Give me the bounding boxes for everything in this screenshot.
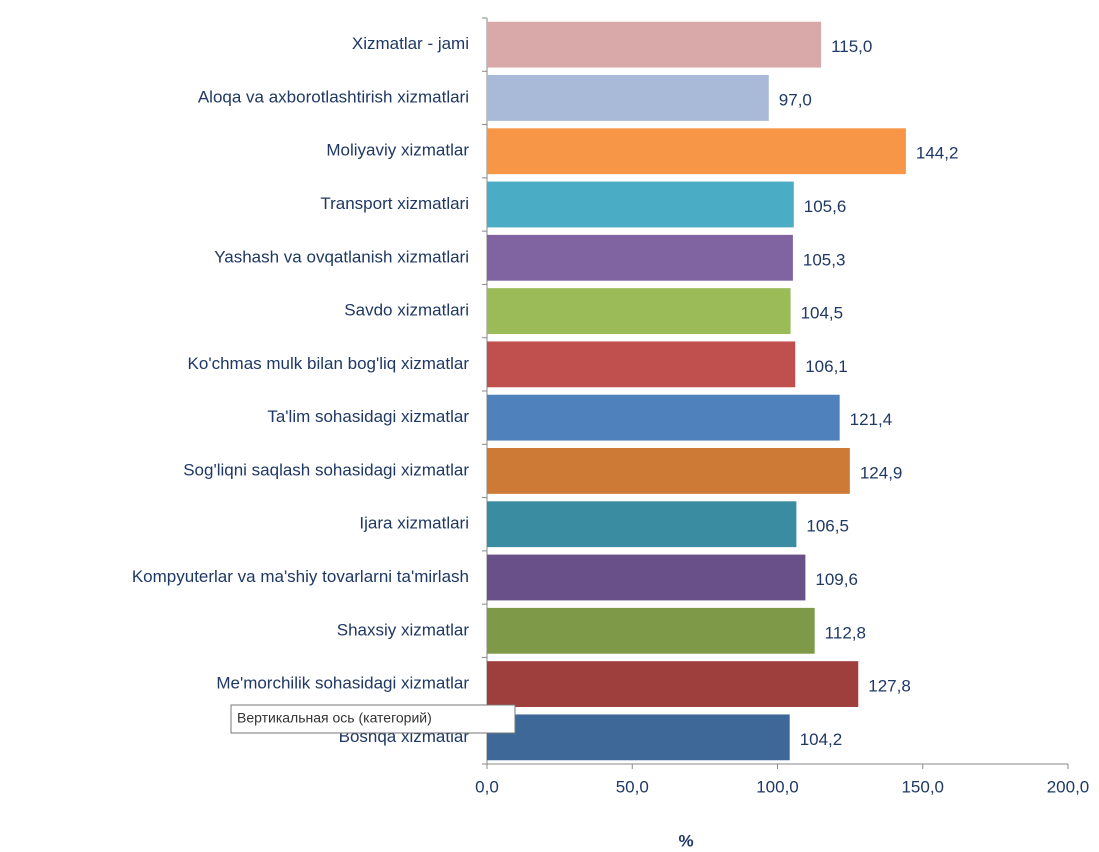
- bar: [487, 554, 806, 601]
- value-label: 109,6: [815, 570, 858, 589]
- value-label: 104,2: [800, 730, 843, 749]
- x-tick-label: 0,0: [475, 777, 499, 796]
- y-tick-label: Transport xizmatlari: [320, 194, 469, 213]
- value-label: 105,6: [804, 197, 847, 216]
- y-tick-label: Aloqa va axborotlashtirish xizmatlari: [198, 87, 469, 106]
- bar: [487, 661, 859, 707]
- x-axis-label: %: [678, 831, 693, 850]
- tooltip-box: [230, 704, 516, 734]
- y-tick-label: Me'morchilik sohasidagi xizmatlar: [216, 674, 469, 693]
- y-tick-label: Yashash va ovqatlanish xizmatlari: [214, 247, 469, 266]
- value-label: 106,1: [805, 357, 848, 376]
- bar: [487, 394, 840, 441]
- value-label: 104,5: [801, 304, 844, 323]
- bar: [487, 234, 793, 281]
- y-tick-label: Ta'lim sohasidagi xizmatlar: [267, 407, 469, 426]
- bar: [487, 288, 791, 334]
- bar: [487, 501, 797, 548]
- x-tick-label: 100,0: [756, 777, 799, 796]
- x-tick-label: 150,0: [901, 777, 944, 796]
- value-label: 121,4: [850, 410, 893, 429]
- value-label: 105,3: [803, 250, 846, 269]
- bar: [487, 448, 850, 494]
- bar: [487, 607, 815, 654]
- y-tick-label: Sog'liqni saqlash sohasidagi xizmatlar: [183, 460, 469, 479]
- value-label: 112,8: [825, 623, 866, 642]
- value-label: 97,0: [779, 90, 812, 109]
- y-tick-label: Xizmatlar - jami: [352, 34, 469, 53]
- bar: [487, 181, 794, 228]
- bar: [487, 21, 822, 68]
- bar: [487, 75, 769, 121]
- y-tick-label: Moliyaviy xizmatlar: [326, 141, 469, 160]
- value-label: 115,0: [831, 37, 872, 56]
- value-label: 106,5: [806, 517, 849, 536]
- bar: [487, 128, 906, 175]
- y-tick-label: Ko'chmas mulk bilan bog'liq xizmatlar: [188, 354, 470, 373]
- value-label: 144,2: [916, 144, 959, 163]
- x-tick-label: 50,0: [616, 777, 649, 796]
- x-tick-label: 200,0: [1047, 777, 1090, 796]
- y-tick-label: Shaxsiy xizmatlar: [337, 620, 470, 639]
- y-tick-label: Ijara xizmatlari: [359, 514, 469, 533]
- y-tick-label: Savdo xizmatlari: [344, 301, 469, 320]
- tooltip: Вертикальная ось (категорий): [237, 710, 432, 726]
- value-label: 127,8: [868, 677, 911, 696]
- value-label: 124,9: [860, 463, 903, 482]
- y-tick-label: Kompyuterlar va ma'shiy tovarlarni ta'mi…: [132, 567, 469, 586]
- bar: [487, 341, 796, 388]
- bar: [487, 714, 790, 761]
